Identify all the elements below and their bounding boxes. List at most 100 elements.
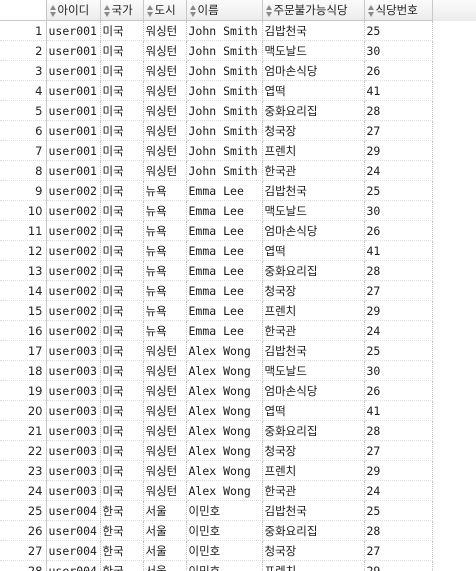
- cell-restaurant-number[interactable]: 27: [364, 540, 433, 561]
- cell-id[interactable]: user004: [46, 560, 101, 571]
- cell-restaurant-number[interactable]: 30: [364, 40, 433, 61]
- cell-city[interactable]: 워싱턴: [143, 40, 187, 61]
- column-header-city[interactable]: 도시: [142, 0, 187, 21]
- cell-name[interactable]: Alex Wong: [186, 400, 263, 421]
- table-row[interactable]: 27 user004 한국 서울 이민호 청국장 27: [0, 540, 476, 561]
- cell-id[interactable]: user002: [46, 280, 101, 301]
- row-number[interactable]: 26: [0, 520, 47, 541]
- row-number[interactable]: 7: [0, 140, 47, 161]
- cell-city[interactable]: 워싱턴: [143, 400, 187, 421]
- cell-name[interactable]: Alex Wong: [186, 360, 263, 381]
- cell-restaurant[interactable]: 엽떡: [262, 400, 365, 421]
- cell-name[interactable]: John Smith: [186, 60, 263, 81]
- cell-id[interactable]: user003: [46, 460, 101, 481]
- cell-country[interactable]: 미국: [100, 260, 144, 281]
- row-number[interactable]: 13: [0, 260, 47, 281]
- cell-restaurant[interactable]: 프렌치: [262, 460, 365, 481]
- cell-restaurant-number[interactable]: 27: [364, 120, 433, 141]
- cell-city[interactable]: 워싱턴: [143, 80, 187, 101]
- cell-id[interactable]: user001: [46, 120, 101, 141]
- table-row[interactable]: 1 user001 미국 워싱턴 John Smith 김밥천국 25: [0, 20, 476, 41]
- cell-city[interactable]: 서울: [143, 540, 187, 561]
- cell-restaurant[interactable]: 맥도날드: [262, 200, 365, 221]
- table-row[interactable]: 23 user003 미국 워싱턴 Alex Wong 프렌치 29: [0, 460, 476, 481]
- cell-country[interactable]: 미국: [100, 180, 144, 201]
- cell-restaurant[interactable]: 프렌치: [262, 560, 365, 571]
- cell-city[interactable]: 워싱턴: [143, 140, 187, 161]
- cell-restaurant-number[interactable]: 24: [364, 160, 433, 181]
- cell-name[interactable]: 이민호: [186, 520, 263, 541]
- cell-name[interactable]: John Smith: [186, 100, 263, 121]
- cell-city[interactable]: 워싱턴: [143, 120, 187, 141]
- cell-restaurant[interactable]: 청국장: [262, 280, 365, 301]
- cell-country[interactable]: 미국: [100, 340, 144, 361]
- cell-restaurant[interactable]: 김밥천국: [262, 20, 365, 41]
- cell-id[interactable]: user003: [46, 400, 101, 421]
- cell-restaurant[interactable]: 청국장: [262, 540, 365, 561]
- cell-id[interactable]: user004: [46, 540, 101, 561]
- cell-country[interactable]: 한국: [100, 520, 144, 541]
- row-number[interactable]: 18: [0, 360, 47, 381]
- table-row[interactable]: 6 user001 미국 워싱턴 John Smith 청국장 27: [0, 120, 476, 141]
- cell-restaurant-number[interactable]: 29: [364, 460, 433, 481]
- cell-name[interactable]: John Smith: [186, 40, 263, 61]
- cell-city[interactable]: 워싱턴: [143, 360, 187, 381]
- cell-country[interactable]: 미국: [100, 380, 144, 401]
- cell-country[interactable]: 미국: [100, 140, 144, 161]
- cell-country[interactable]: 미국: [100, 100, 144, 121]
- cell-id[interactable]: user002: [46, 180, 101, 201]
- cell-restaurant-number[interactable]: 41: [364, 240, 433, 261]
- cell-restaurant[interactable]: 청국장: [262, 120, 365, 141]
- row-number[interactable]: 17: [0, 340, 47, 361]
- cell-country[interactable]: 미국: [100, 40, 144, 61]
- cell-city[interactable]: 서울: [143, 500, 187, 521]
- row-number[interactable]: 1: [0, 20, 47, 41]
- cell-restaurant-number[interactable]: 25: [364, 340, 433, 361]
- row-number[interactable]: 19: [0, 380, 47, 401]
- cell-name[interactable]: John Smith: [186, 120, 263, 141]
- table-row[interactable]: 10 user002 미국 뉴욕 Emma Lee 맥도날드 30: [0, 200, 476, 221]
- column-header-restaurant[interactable]: 주문불가능식당: [261, 0, 365, 21]
- table-row[interactable]: 9 user002 미국 뉴욕 Emma Lee 김밥천국 25: [0, 180, 476, 201]
- cell-restaurant-number[interactable]: 28: [364, 100, 433, 121]
- cell-id[interactable]: user001: [46, 160, 101, 181]
- cell-name[interactable]: Alex Wong: [186, 480, 263, 501]
- row-number[interactable]: 23: [0, 460, 47, 481]
- row-number[interactable]: 12: [0, 240, 47, 261]
- cell-name[interactable]: 이민호: [186, 500, 263, 521]
- table-row[interactable]: 4 user001 미국 워싱턴 John Smith 엽떡 41: [0, 80, 476, 101]
- cell-restaurant[interactable]: 엄마손식당: [262, 380, 365, 401]
- cell-restaurant[interactable]: 한국관: [262, 160, 365, 181]
- cell-id[interactable]: user003: [46, 340, 101, 361]
- cell-country[interactable]: 미국: [100, 220, 144, 241]
- cell-restaurant-number[interactable]: 29: [364, 560, 433, 571]
- cell-id[interactable]: user001: [46, 100, 101, 121]
- cell-country[interactable]: 미국: [100, 300, 144, 321]
- cell-country[interactable]: 미국: [100, 320, 144, 341]
- cell-id[interactable]: user002: [46, 260, 101, 281]
- cell-restaurant[interactable]: 엽떡: [262, 80, 365, 101]
- table-row[interactable]: 17 user003 미국 워싱턴 Alex Wong 김밥천국 25: [0, 340, 476, 361]
- table-row[interactable]: 26 user004 한국 서울 이민호 중화요리집 28: [0, 520, 476, 541]
- cell-city[interactable]: 뉴욕: [143, 300, 187, 321]
- cell-restaurant-number[interactable]: 25: [364, 500, 433, 521]
- cell-restaurant[interactable]: 김밥천국: [262, 500, 365, 521]
- cell-name[interactable]: Emma Lee: [186, 240, 263, 261]
- table-row[interactable]: 22 user003 미국 워싱턴 Alex Wong 청국장 27: [0, 440, 476, 461]
- cell-country[interactable]: 미국: [100, 200, 144, 221]
- sort-icon[interactable]: [146, 4, 153, 17]
- column-header-country[interactable]: 국가: [99, 0, 144, 21]
- cell-city[interactable]: 워싱턴: [143, 380, 187, 401]
- column-header-id[interactable]: 아이디: [45, 0, 101, 21]
- cell-country[interactable]: 미국: [100, 360, 144, 381]
- cell-country[interactable]: 미국: [100, 60, 144, 81]
- cell-restaurant-number[interactable]: 27: [364, 440, 433, 461]
- cell-restaurant-number[interactable]: 29: [364, 300, 433, 321]
- cell-country[interactable]: 한국: [100, 560, 144, 571]
- cell-city[interactable]: 서울: [143, 560, 187, 571]
- cell-name[interactable]: Emma Lee: [186, 180, 263, 201]
- cell-country[interactable]: 미국: [100, 400, 144, 421]
- cell-city[interactable]: 워싱턴: [143, 160, 187, 181]
- row-number[interactable]: 21: [0, 420, 47, 441]
- cell-restaurant[interactable]: 중화요리집: [262, 260, 365, 281]
